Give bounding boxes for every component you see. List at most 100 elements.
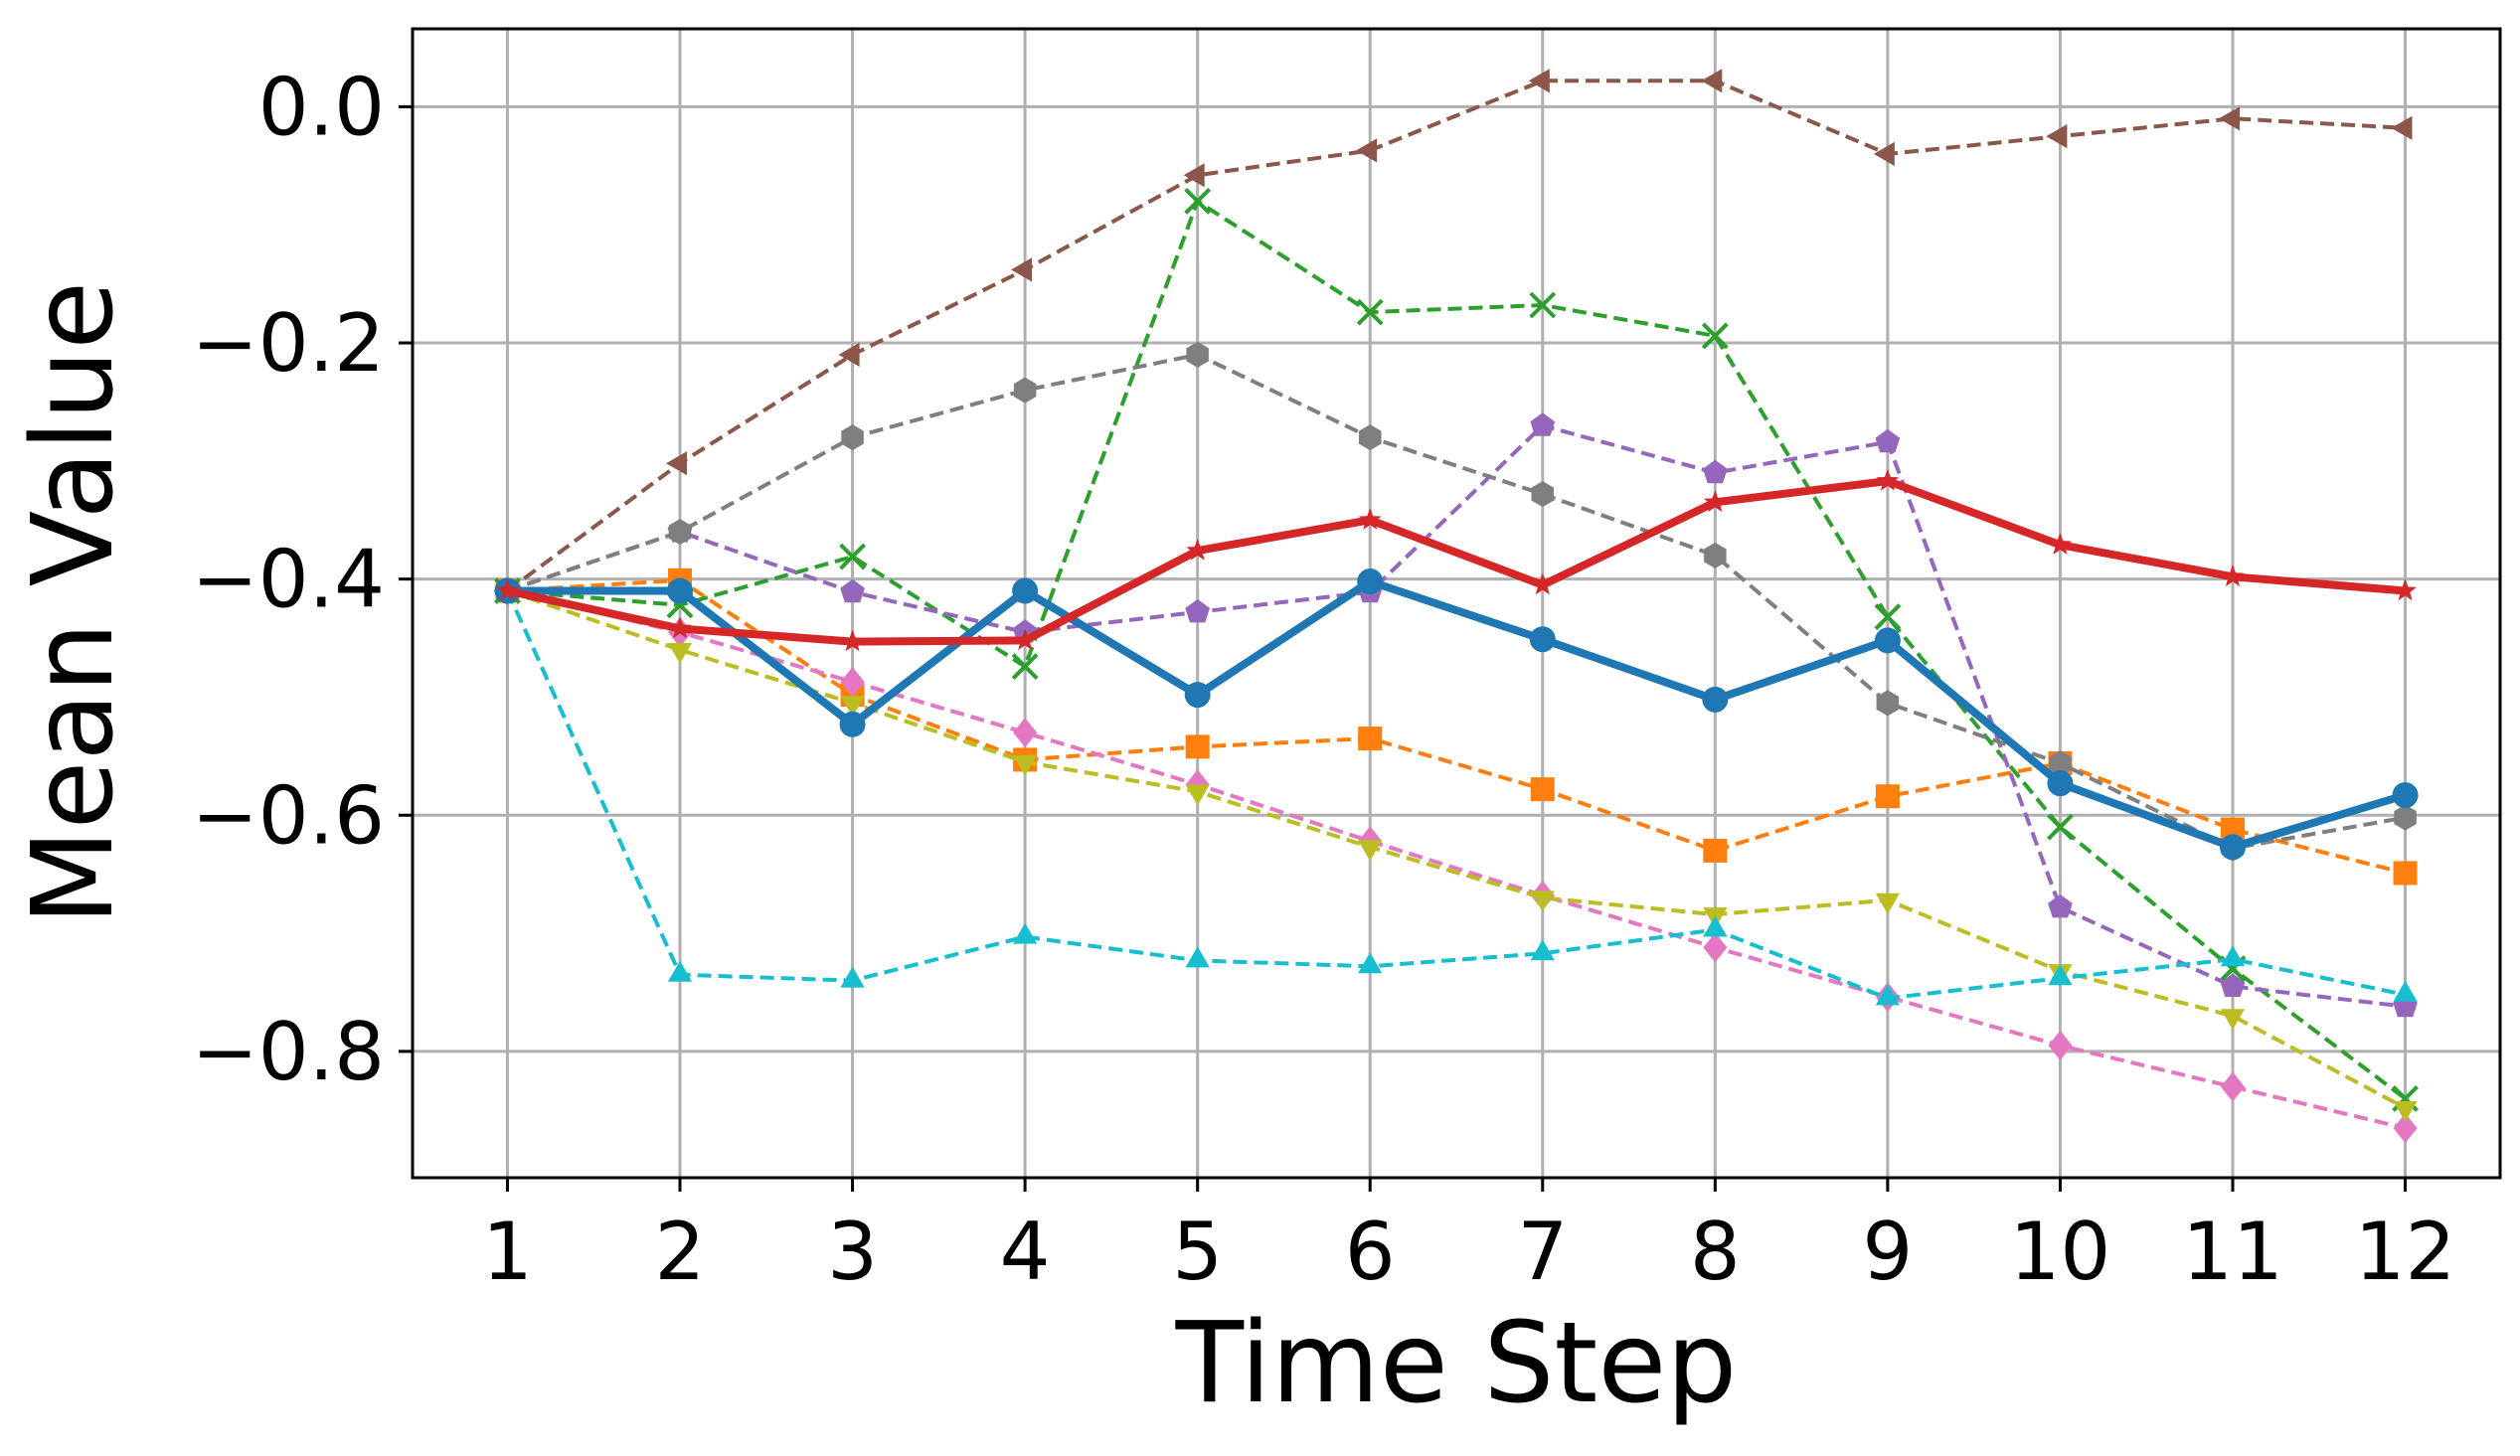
data-point bbox=[2049, 750, 2072, 776]
data-point bbox=[1185, 784, 1210, 806]
data-point bbox=[840, 966, 865, 988]
data-point bbox=[2048, 1030, 2073, 1060]
series-line bbox=[503, 577, 2410, 852]
series-5 bbox=[495, 412, 2418, 1018]
data-point bbox=[1186, 341, 1209, 368]
data-point bbox=[839, 711, 866, 737]
data-point bbox=[1011, 653, 1039, 680]
x-tick-label: 9 bbox=[1862, 1206, 1913, 1298]
x-tick-label: 4 bbox=[1000, 1206, 1051, 1298]
data-point bbox=[2220, 945, 2246, 967]
y-tick-label: −0.6 bbox=[192, 769, 385, 862]
data-point bbox=[668, 519, 692, 546]
data-point bbox=[1011, 257, 1033, 282]
data-point bbox=[1701, 322, 1729, 350]
series-8 bbox=[496, 341, 2417, 862]
y-axis-label: Mean Value bbox=[9, 281, 138, 925]
data-point bbox=[1531, 572, 1555, 595]
x-tick-label: 5 bbox=[1172, 1206, 1223, 1298]
data-point bbox=[1185, 946, 1210, 968]
data-point bbox=[2048, 964, 2073, 986]
series-line bbox=[506, 588, 2407, 1110]
data-point bbox=[1702, 686, 1729, 713]
data-point bbox=[2391, 115, 2413, 140]
data-point bbox=[1530, 412, 1556, 436]
data-point bbox=[1703, 838, 1728, 863]
data-point bbox=[1875, 428, 1901, 453]
data-point bbox=[1185, 734, 1210, 759]
data-point bbox=[2393, 861, 2418, 886]
data-point bbox=[1358, 952, 1383, 974]
data-point bbox=[1703, 915, 1728, 937]
data-point bbox=[1013, 922, 1038, 944]
data-point bbox=[1184, 188, 1212, 215]
data-point bbox=[1875, 784, 1900, 809]
data-point bbox=[840, 578, 865, 603]
data-point bbox=[1359, 424, 1382, 451]
data-point bbox=[1013, 377, 1037, 404]
x-tick-label: 12 bbox=[2355, 1206, 2456, 1298]
data-point bbox=[2393, 1100, 2418, 1122]
plot-frame bbox=[411, 27, 2502, 1180]
x-tick-label: 11 bbox=[2182, 1206, 2283, 1298]
data-point bbox=[1183, 163, 1205, 188]
data-point bbox=[2392, 782, 2419, 809]
data-point bbox=[1874, 627, 1901, 654]
data-point bbox=[2394, 578, 2417, 601]
data-point bbox=[840, 667, 865, 698]
data-point bbox=[1358, 508, 1382, 530]
data-point bbox=[1529, 626, 1556, 653]
data-point bbox=[2393, 980, 2418, 1002]
data-point bbox=[2219, 106, 2240, 131]
data-point bbox=[2219, 834, 2246, 861]
data-point bbox=[1704, 542, 1727, 568]
data-point bbox=[1356, 138, 1378, 163]
x-tick-label: 3 bbox=[827, 1206, 878, 1298]
data-point bbox=[496, 578, 519, 601]
data-point bbox=[1357, 568, 1384, 595]
data-point bbox=[2220, 1071, 2245, 1102]
data-point bbox=[2047, 770, 2074, 797]
series-2 bbox=[496, 469, 2417, 652]
x-axis-label: Time Step bbox=[1175, 1299, 1738, 1428]
data-point bbox=[2047, 813, 2074, 841]
y-tick-label: −0.2 bbox=[192, 297, 385, 390]
data-point bbox=[666, 451, 687, 476]
x-tick-label: 6 bbox=[1345, 1206, 1396, 1298]
y-tick-label: −0.4 bbox=[192, 534, 385, 626]
data-point bbox=[841, 424, 864, 451]
data-point bbox=[2046, 124, 2068, 149]
data-point bbox=[1184, 682, 1211, 709]
data-point bbox=[1530, 939, 1555, 961]
series-4 bbox=[494, 188, 2419, 1112]
data-point bbox=[1013, 718, 1038, 748]
data-point bbox=[1530, 890, 1555, 912]
series-1 bbox=[494, 568, 2419, 861]
data-point bbox=[2048, 893, 2073, 918]
data-point bbox=[1186, 539, 1210, 561]
data-point bbox=[1874, 603, 1902, 631]
data-point bbox=[667, 642, 693, 664]
data-point bbox=[2220, 973, 2246, 997]
tick-labels: 1 2 3 4 5 6 7 8 9 10 11 120.0−0.2−0.4−0.6−0.8 bbox=[192, 61, 2456, 1298]
data-point bbox=[1529, 291, 1557, 319]
series-line bbox=[507, 577, 2406, 876]
x-tick-label: 7 bbox=[1517, 1206, 1568, 1298]
data-point bbox=[1013, 628, 1037, 651]
series-line bbox=[507, 199, 2407, 1100]
data-point bbox=[1873, 141, 1895, 167]
series-line bbox=[507, 588, 2406, 1131]
data-point bbox=[2220, 1009, 2246, 1031]
data-point bbox=[1703, 459, 1728, 484]
grid bbox=[413, 29, 2500, 1178]
data-point bbox=[1701, 69, 1723, 93]
data-point bbox=[1528, 69, 1550, 93]
data-point bbox=[1012, 577, 1039, 604]
data-point bbox=[1875, 892, 1900, 914]
x-tick-label: 1 bbox=[482, 1206, 533, 1298]
x-tick-label: 2 bbox=[655, 1206, 706, 1298]
data-point bbox=[1185, 598, 1210, 623]
series-line bbox=[506, 423, 2406, 1009]
